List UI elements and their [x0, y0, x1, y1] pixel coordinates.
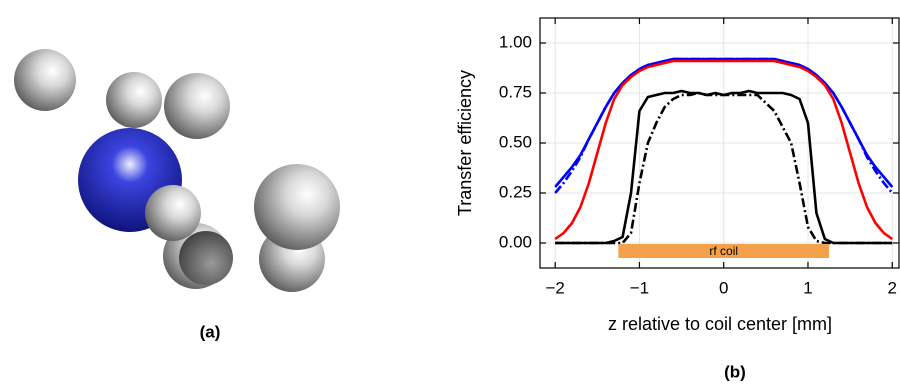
atom — [145, 185, 201, 241]
x-tick-label: 0 — [719, 278, 728, 297]
y-tick-label: 1.00 — [499, 32, 532, 51]
y-tick-label: 0.75 — [499, 82, 532, 101]
molecule — [14, 49, 340, 292]
atom — [164, 73, 230, 139]
x-tick-label: 1 — [803, 278, 812, 297]
atom — [106, 72, 162, 128]
y-tick-label: 0.00 — [499, 232, 532, 251]
y-tick-label: 0.25 — [499, 182, 532, 201]
atom — [14, 49, 76, 111]
coil-label: rf coil — [709, 244, 738, 258]
figure: (a) (b) z relative to coil center [mm] T… — [0, 0, 900, 388]
x-tick-label: −2 — [545, 278, 564, 297]
atom — [179, 231, 233, 285]
x-tick-label: 2 — [888, 278, 897, 297]
atom — [254, 164, 340, 250]
y-axis-label: Transfer efficiency — [455, 70, 475, 216]
plot-area: 0.00 0.25 0.50 0.75 1.00 −2 −1 0 1 2 rf coil — [499, 18, 899, 297]
x-tick-label: −1 — [630, 278, 649, 297]
x-axis-label: z relative to coil center [mm] — [608, 314, 832, 334]
y-tick-label: 0.50 — [499, 132, 532, 151]
panel-label: (b) — [724, 362, 746, 381]
panel-label: (a) — [200, 322, 221, 341]
